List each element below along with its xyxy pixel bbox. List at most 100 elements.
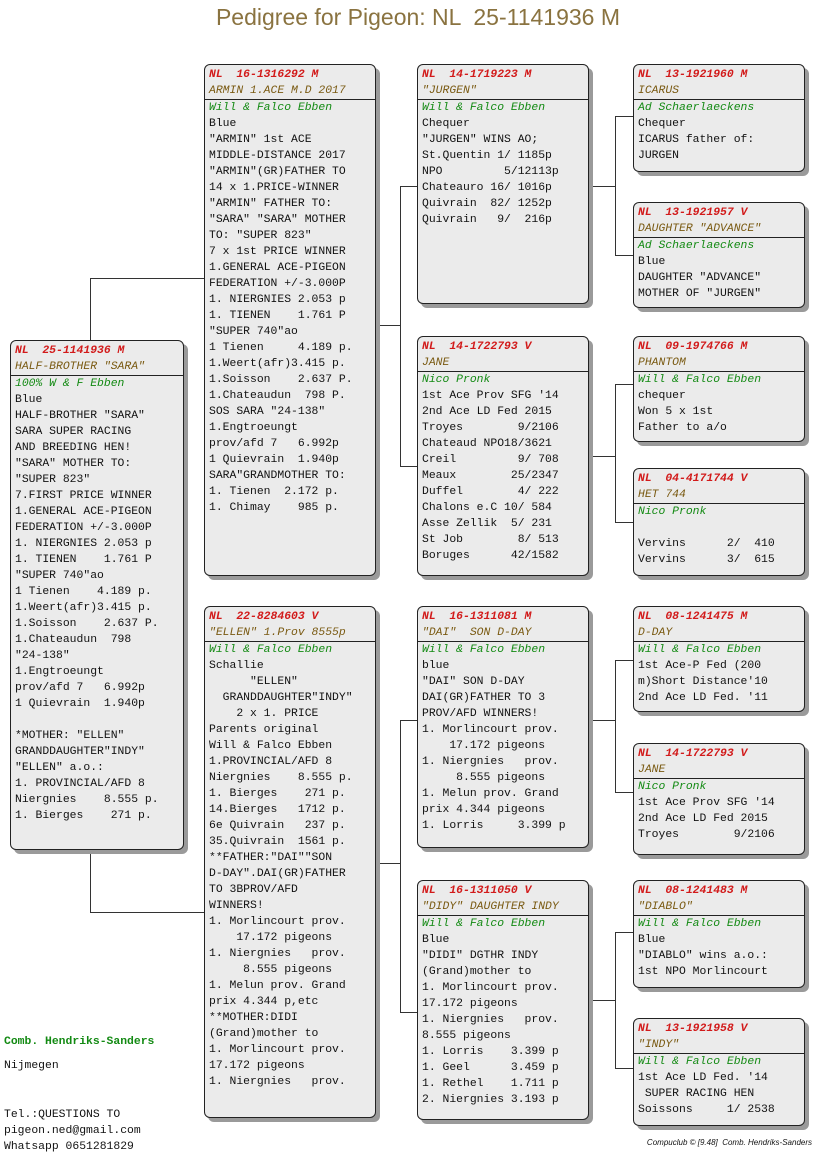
breeder-name: Nico Pronk xyxy=(638,781,707,793)
connector xyxy=(615,932,633,933)
info-line: MOTHER OF "JURGEN" xyxy=(638,288,762,300)
info-line: "ELLEN" xyxy=(209,676,298,688)
pigeon-name: DAUGHTER "ADVANCE" xyxy=(634,221,804,238)
pigeon-name: "INDY" xyxy=(634,1037,804,1054)
info-line: Parents original xyxy=(209,724,319,736)
breeder-name: Nico Pronk xyxy=(638,506,707,518)
info-line: *MOTHER: "ELLEN" xyxy=(15,730,125,742)
info-line: Vervins 2/ 410 xyxy=(638,538,775,550)
info-line: 1st Ace LD Fed. '14 xyxy=(638,1072,768,1084)
pigeon-card-sire: NL 16-1316292 M ARMIN 1.ACE M.D 2017 Will … xyxy=(204,64,376,576)
info-line: 1 Quievrain 1.940p xyxy=(15,698,145,710)
info-line: 1. Morlincourt prov. xyxy=(422,982,559,994)
info-line: Meaux 25/2347 xyxy=(422,470,559,482)
info-line: 1 Tienen 4.189 p. xyxy=(15,586,152,598)
pigeon-card-sire-dam: NL 14-1722793 V JANE Nico Pronk 1st Ace Pro… xyxy=(417,336,589,576)
connector xyxy=(615,792,633,793)
pigeon-card-gg2: NL 13-1921957 V DAUGHTER "ADVANCE" Ad Scha… xyxy=(633,202,805,308)
connector xyxy=(615,384,633,385)
pigeon-name: "JURGEN" xyxy=(418,83,588,100)
ring-number: NL 16-1316292 M xyxy=(209,69,319,81)
connector xyxy=(615,384,616,522)
pigeon-name: "DIDY" DAUGHTER INDY xyxy=(418,899,588,916)
pigeon-name: HALF-BROTHER "SARA" xyxy=(11,359,183,376)
info-line: Quivrain 82/ 1252p xyxy=(422,198,552,210)
breeder-name: Nico Pronk xyxy=(422,374,491,386)
connector xyxy=(400,1012,417,1013)
connector xyxy=(589,1000,615,1001)
breeder-name: Ad Schaerlaeckens xyxy=(638,240,755,252)
info-line: (Grand)mother to xyxy=(422,966,532,978)
pigeon-card-dam-sire: NL 16-1311081 M "DAI" SON D-DAY Will & Fal… xyxy=(417,606,589,848)
connector xyxy=(615,255,633,256)
club-name: Comb. Hendriks-Sanders xyxy=(4,1036,155,1048)
pigeon-name: JANE xyxy=(418,355,588,372)
info-line: MIDDLE-DISTANCE 2017 xyxy=(209,150,346,162)
info-line: 1. PROVINCIAL/AFD 8 xyxy=(15,778,145,790)
info-line: Will & Falco Ebben xyxy=(209,740,333,752)
info-line: FEDERATION +/-3.000P xyxy=(15,522,152,534)
pigeon-card-gg3: NL 09-1974766 M PHANTOM Will & Falco Ebben… xyxy=(633,336,805,442)
info-line: **MOTHER:DIDI xyxy=(209,1012,298,1024)
info-line: chequer xyxy=(638,390,686,402)
info-line: 1. Niergnies prov. xyxy=(422,756,559,768)
pigeon-card-gg1: NL 13-1921960 M ICARUS Ad Schaerlaeckens Ch… xyxy=(633,64,805,172)
info-line: 1. TIENEN 1.761 P xyxy=(209,310,346,322)
ring-number: NL 08-1241483 M xyxy=(638,885,748,897)
info-line: Blue xyxy=(638,256,666,268)
pigeon-name: HET 744 xyxy=(634,487,804,504)
info-line: "JURGEN" WINS AO; xyxy=(422,134,539,146)
info-line: St.Quentin 1/ 1185p xyxy=(422,150,552,162)
ring-number: NL 14-1719223 M xyxy=(422,69,532,81)
connector xyxy=(90,850,91,912)
info-line: 1.Soisson 2.637 P. xyxy=(15,618,159,630)
connector xyxy=(615,522,633,523)
info-line: DAI(GR)FATHER TO 3 xyxy=(422,692,546,704)
info-line: Niergnies 8.555 p. xyxy=(15,794,159,806)
ring-number: NL 25-1141936 M xyxy=(15,345,125,357)
ring-number: NL 16-1311050 V xyxy=(422,885,532,897)
ring-number: NL 14-1722793 V xyxy=(422,341,532,353)
info-line: blue xyxy=(422,660,450,672)
info-line: 1. Geel 3.459 p xyxy=(422,1062,559,1074)
pigeon-card-subject: NL 25-1141936 M HALF-BROTHER "SARA" 100% W… xyxy=(10,340,184,850)
info-line: HALF-BROTHER "SARA" xyxy=(15,410,145,422)
pigeon-name: D-DAY xyxy=(634,625,804,642)
connector xyxy=(589,720,615,721)
info-line: 1. Bierges 271 p. xyxy=(15,810,152,822)
info-line: Boruges 42/1582 xyxy=(422,550,559,562)
info-line: TO 3BPROV/AFD xyxy=(209,884,298,896)
info-line: TO: "SUPER 823" xyxy=(209,230,312,242)
info-line: 17.172 pigeons xyxy=(422,740,546,752)
pigeon-name: "DAI" SON D-DAY xyxy=(418,625,588,642)
info-line: 1. Bierges 271 p. xyxy=(209,788,346,800)
info-line: 8.555 pigeons xyxy=(422,1030,511,1042)
info-line: **FATHER:"DAI""SON xyxy=(209,852,333,864)
info-line: 1.Chateaudun 798 P. xyxy=(209,390,346,402)
info-line: Blue xyxy=(209,118,237,130)
info-line: St Job 8/ 513 xyxy=(422,534,559,546)
info-line: Quivrain 9/ 216p xyxy=(422,214,552,226)
connector xyxy=(400,186,401,466)
contact-email[interactable]: pigeon.ned@gmail.com xyxy=(4,1125,141,1137)
breeder-name: Will & Falco Ebben xyxy=(422,918,546,930)
info-line: 1st Ace-P Fed (200 xyxy=(638,660,762,672)
pigeon-name: PHANTOM xyxy=(634,355,804,372)
ring-number: NL 13-1921958 V xyxy=(638,1023,748,1035)
connector xyxy=(376,863,400,864)
info-line: D-DAY".DAI(GR)FATHER xyxy=(209,868,346,880)
info-line: "SUPER 740"ao xyxy=(15,570,104,582)
info-line: Blue xyxy=(15,394,43,406)
info-line: Blue xyxy=(422,934,450,946)
info-line: 1. NIERGNIES 2.053 p xyxy=(15,538,152,550)
info-line: 1st NPO Morlincourt xyxy=(638,966,768,978)
info-line: 1.Engtroeungt xyxy=(209,422,298,434)
connector xyxy=(615,116,633,117)
info-line: Troyes 9/2106 xyxy=(422,422,559,434)
info-line: Troyes 9/2106 xyxy=(638,829,775,841)
info-line: Chequer xyxy=(422,118,470,130)
info-line: 35.Quivrain 1561 p. xyxy=(209,836,346,848)
info-line: Chateauro 16/ 1016p xyxy=(422,182,552,194)
info-line: 7 x 1st PRICE WINNER xyxy=(209,246,346,258)
info-line: prix 4.344 pigeons xyxy=(422,804,546,816)
